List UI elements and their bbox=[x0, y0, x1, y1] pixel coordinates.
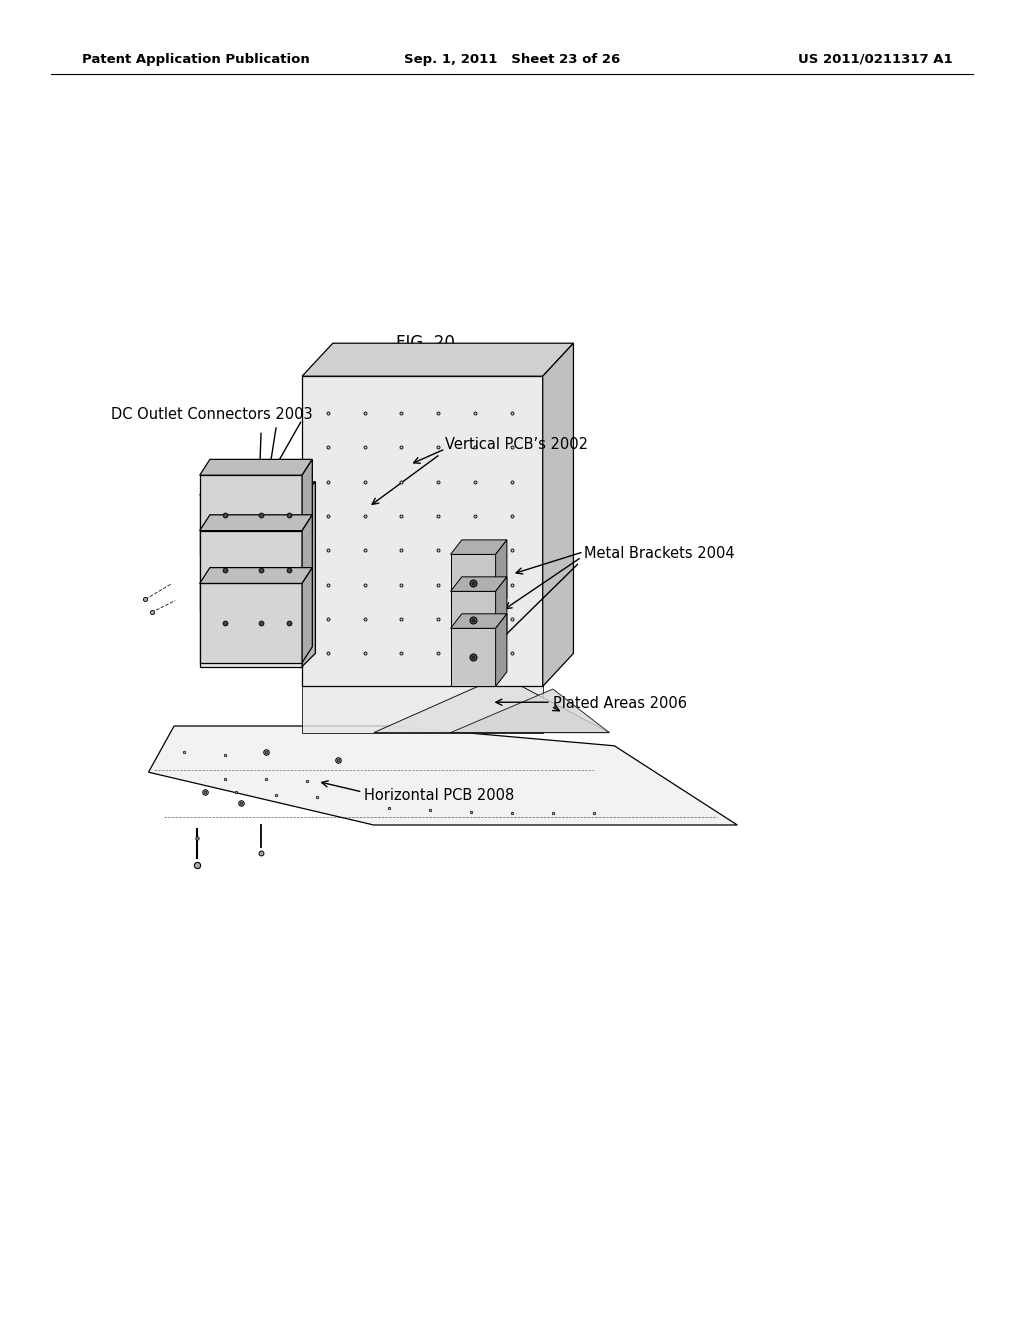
Polygon shape bbox=[302, 482, 315, 667]
Polygon shape bbox=[302, 343, 573, 376]
Text: Metal Brackets 2004: Metal Brackets 2004 bbox=[584, 545, 734, 561]
Polygon shape bbox=[200, 482, 315, 495]
Polygon shape bbox=[451, 628, 496, 686]
Polygon shape bbox=[200, 459, 312, 475]
Polygon shape bbox=[200, 475, 302, 554]
Polygon shape bbox=[200, 531, 302, 610]
Polygon shape bbox=[496, 540, 507, 612]
Polygon shape bbox=[148, 726, 737, 825]
Text: Horizontal PCB 2008: Horizontal PCB 2008 bbox=[364, 788, 514, 804]
Polygon shape bbox=[302, 568, 312, 663]
Polygon shape bbox=[451, 540, 507, 554]
Text: Sep. 1, 2011   Sheet 23 of 26: Sep. 1, 2011 Sheet 23 of 26 bbox=[403, 53, 621, 66]
Polygon shape bbox=[302, 376, 543, 686]
Polygon shape bbox=[496, 577, 507, 649]
Polygon shape bbox=[451, 554, 496, 612]
Text: Plated Areas 2006: Plated Areas 2006 bbox=[553, 696, 687, 711]
Text: FIG. 20: FIG. 20 bbox=[395, 334, 455, 352]
Polygon shape bbox=[200, 568, 312, 583]
Text: Patent Application Publication: Patent Application Publication bbox=[82, 53, 309, 66]
Polygon shape bbox=[496, 614, 507, 686]
Polygon shape bbox=[302, 686, 543, 733]
Polygon shape bbox=[200, 495, 302, 667]
Text: DC Outlet Connectors 2003: DC Outlet Connectors 2003 bbox=[111, 407, 312, 422]
Polygon shape bbox=[451, 689, 609, 733]
Polygon shape bbox=[200, 583, 302, 663]
Polygon shape bbox=[200, 515, 312, 531]
Text: US 2011/0211317 A1: US 2011/0211317 A1 bbox=[798, 53, 952, 66]
Polygon shape bbox=[451, 577, 507, 591]
Polygon shape bbox=[302, 515, 312, 610]
Polygon shape bbox=[374, 676, 609, 733]
Polygon shape bbox=[451, 591, 496, 649]
Polygon shape bbox=[302, 459, 312, 554]
Polygon shape bbox=[451, 614, 507, 628]
Text: Vertical PCB’s 2002: Vertical PCB’s 2002 bbox=[445, 437, 589, 453]
Polygon shape bbox=[543, 343, 573, 686]
